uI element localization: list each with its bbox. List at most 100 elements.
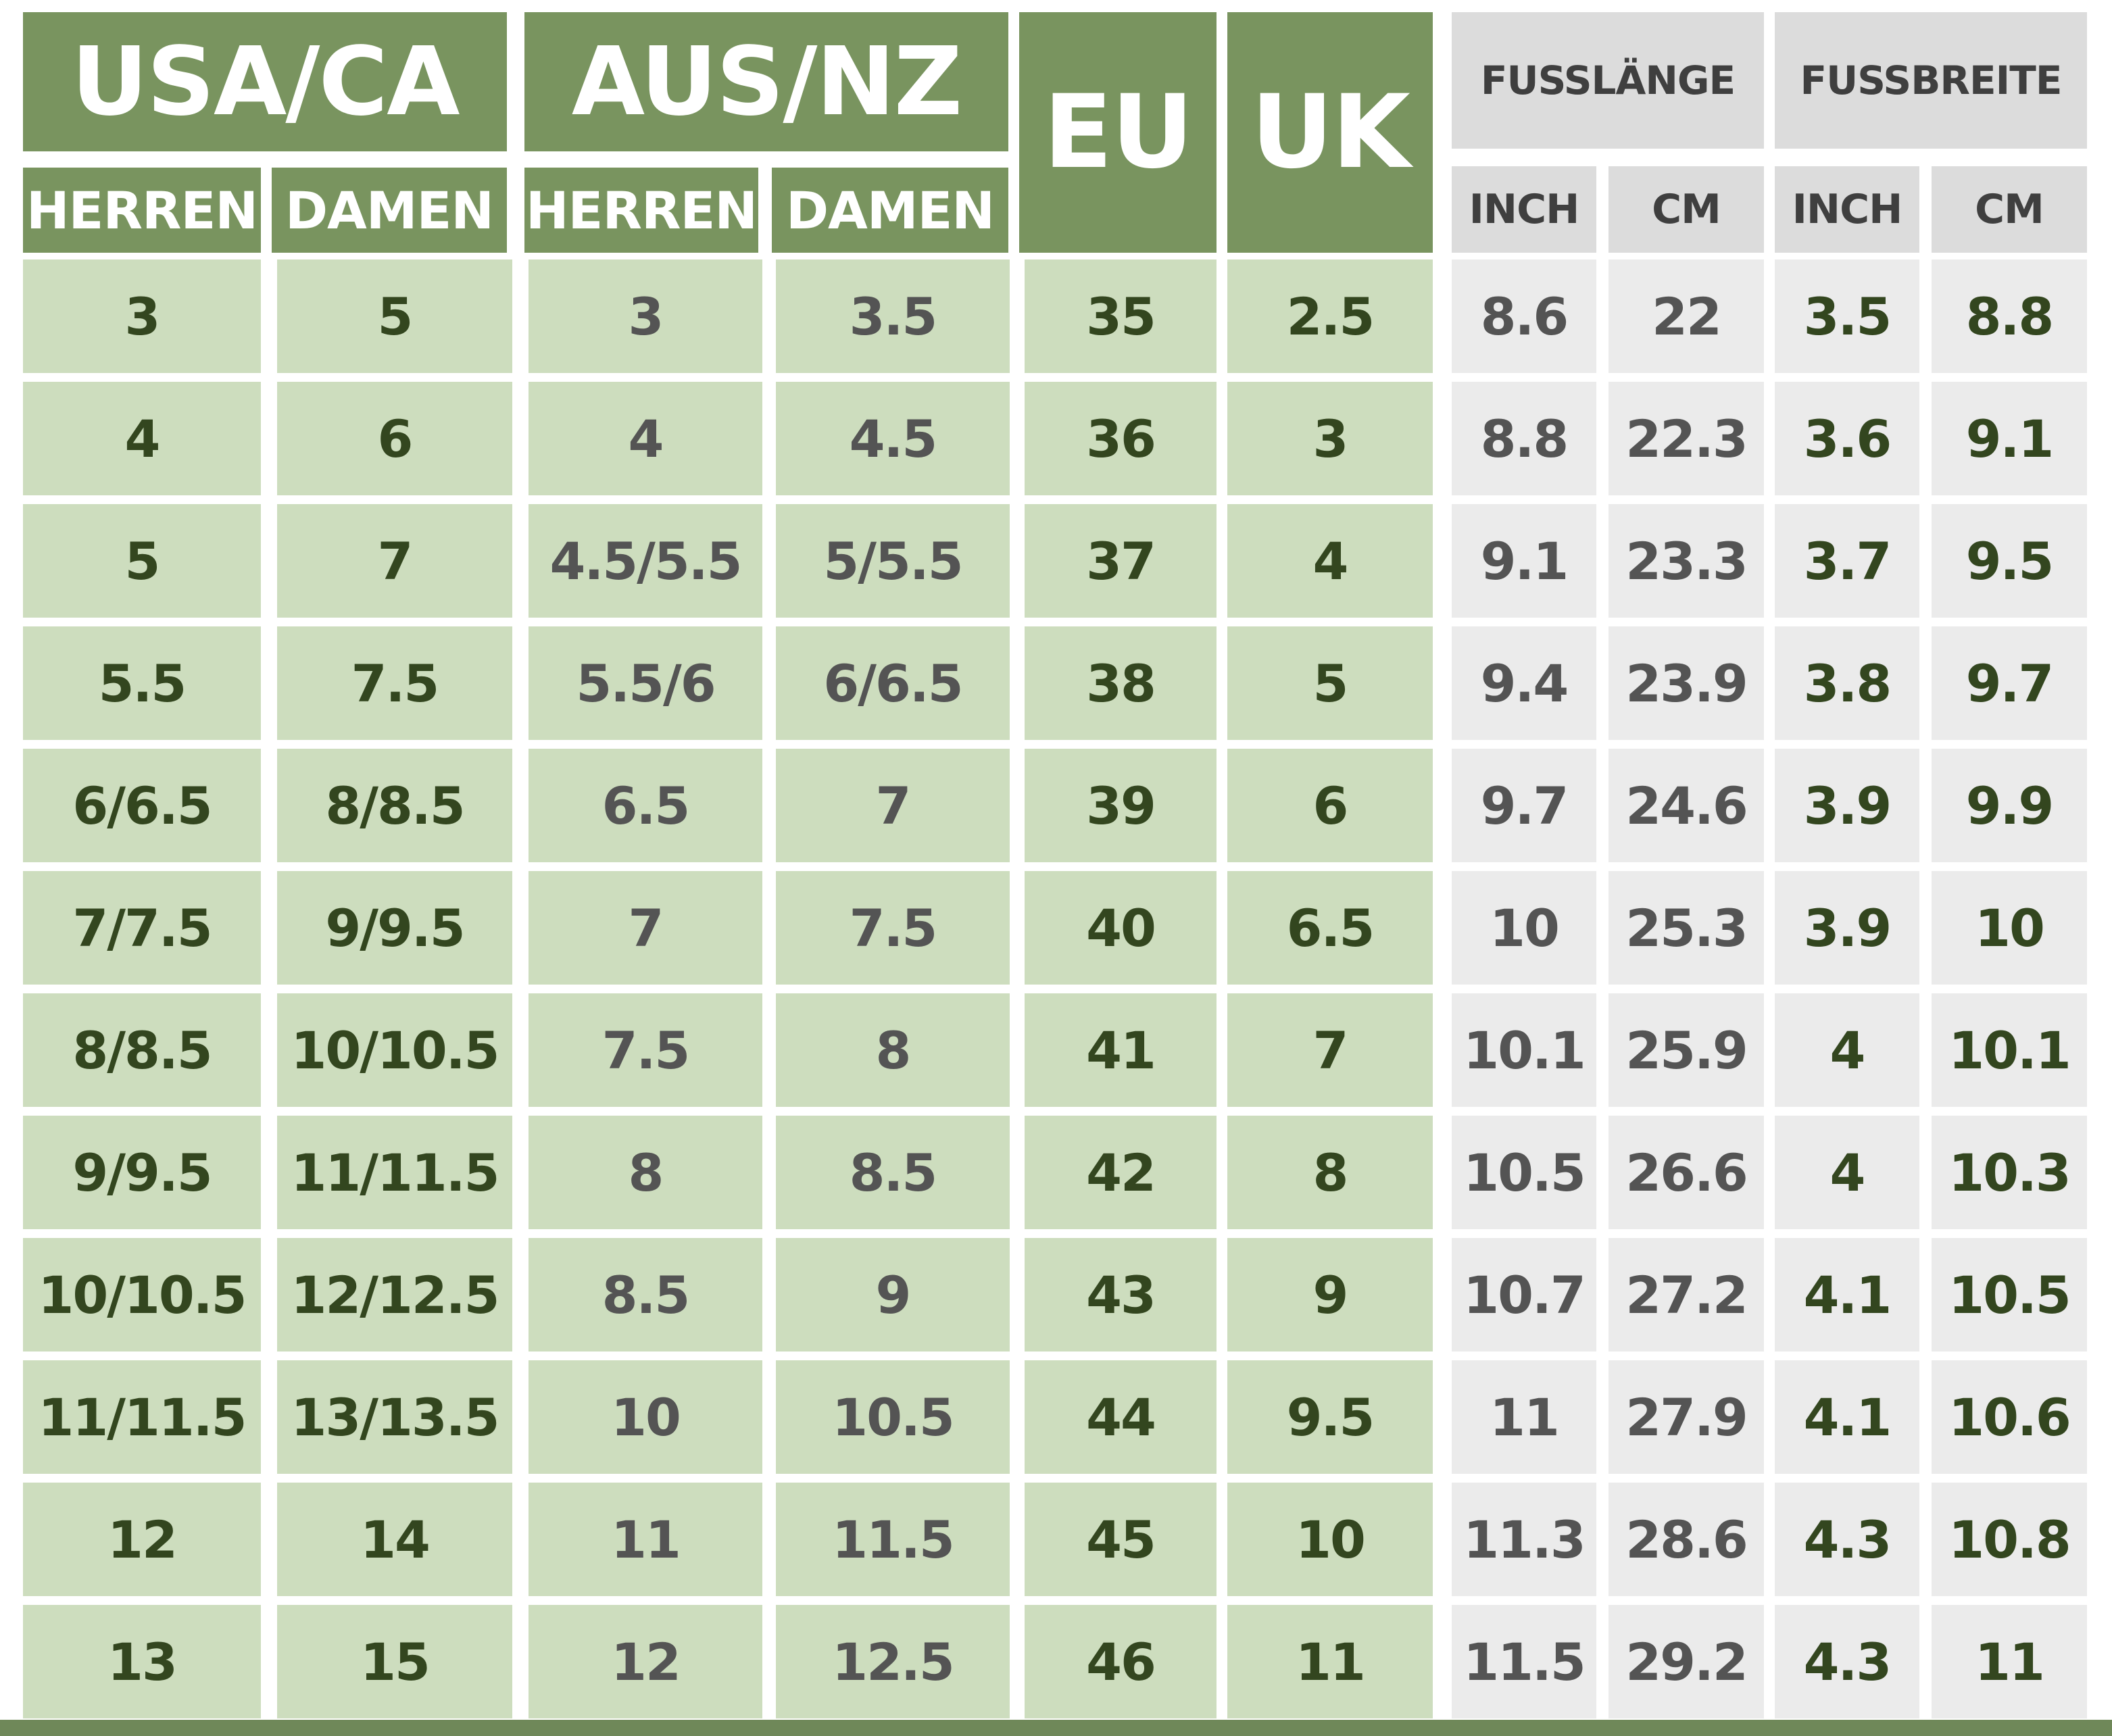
cell-laenge-cm: 27.9 xyxy=(1608,1360,1764,1474)
cell-breite-inch: 3.5 xyxy=(1775,259,1919,373)
cell-usa-herren: 10/10.5 xyxy=(23,1238,261,1351)
cell-breite-inch: 3.6 xyxy=(1775,382,1919,495)
cell-laenge-inch: 10.7 xyxy=(1452,1238,1596,1351)
cell-aus-herren: 8.5 xyxy=(529,1238,762,1351)
cell-usa-damen: 15 xyxy=(277,1605,512,1718)
cell-usa-damen: 10/10.5 xyxy=(277,993,512,1107)
cell-eu: 37 xyxy=(1025,504,1217,618)
cell-breite-cm: 9.9 xyxy=(1932,749,2087,862)
cell-eu: 46 xyxy=(1025,1605,1217,1718)
cell-laenge-inch: 9.7 xyxy=(1452,749,1596,862)
cell-uk: 5 xyxy=(1227,626,1433,740)
cell-usa-damen: 7 xyxy=(277,504,512,618)
cell-breite-cm: 10.6 xyxy=(1932,1360,2087,1474)
subheader-breite-inch: INCH xyxy=(1775,166,1919,253)
cell-eu: 35 xyxy=(1025,259,1217,373)
cell-usa-herren: 8/8.5 xyxy=(23,993,261,1107)
cell-breite-cm: 9.5 xyxy=(1932,504,2087,618)
cell-usa-herren: 5.5 xyxy=(23,626,261,740)
cell-laenge-cm: 22 xyxy=(1608,259,1764,373)
cell-aus-damen: 3.5 xyxy=(776,259,1010,373)
cell-uk: 4 xyxy=(1227,504,1433,618)
cell-laenge-cm: 25.3 xyxy=(1608,871,1764,985)
header-uk: UK xyxy=(1227,12,1433,253)
cell-aus-damen: 8.5 xyxy=(776,1116,1010,1229)
subheader-aus-herren: HERREN xyxy=(524,168,758,253)
cell-laenge-inch: 10.1 xyxy=(1452,993,1596,1107)
cell-uk: 8 xyxy=(1227,1116,1433,1229)
bottom-bar xyxy=(0,1720,2112,1736)
cell-eu: 36 xyxy=(1025,382,1217,495)
cell-aus-herren: 8 xyxy=(529,1116,762,1229)
cell-breite-inch: 3.9 xyxy=(1775,871,1919,985)
cell-laenge-cm: 22.3 xyxy=(1608,382,1764,495)
cell-usa-herren: 13 xyxy=(23,1605,261,1718)
header-eu: EU xyxy=(1019,12,1217,253)
cell-aus-damen: 9 xyxy=(776,1238,1010,1351)
cell-breite-inch: 4 xyxy=(1775,993,1919,1107)
cell-uk: 9 xyxy=(1227,1238,1433,1351)
cell-usa-damen: 7.5 xyxy=(277,626,512,740)
cell-aus-damen: 6/6.5 xyxy=(776,626,1010,740)
cell-laenge-inch: 8.8 xyxy=(1452,382,1596,495)
cell-laenge-cm: 23.3 xyxy=(1608,504,1764,618)
cell-laenge-cm: 25.9 xyxy=(1608,993,1764,1107)
subheader-aus-damen: DAMEN xyxy=(772,168,1008,253)
cell-usa-damen: 13/13.5 xyxy=(277,1360,512,1474)
cell-aus-damen: 4.5 xyxy=(776,382,1010,495)
cell-eu: 38 xyxy=(1025,626,1217,740)
cell-aus-damen: 7.5 xyxy=(776,871,1010,985)
cell-uk: 11 xyxy=(1227,1605,1433,1718)
cell-breite-inch: 3.8 xyxy=(1775,626,1919,740)
cell-eu: 41 xyxy=(1025,993,1217,1107)
cell-laenge-cm: 27.2 xyxy=(1608,1238,1764,1351)
cell-uk: 9.5 xyxy=(1227,1360,1433,1474)
cell-eu: 44 xyxy=(1025,1360,1217,1474)
cell-aus-herren: 7.5 xyxy=(529,993,762,1107)
cell-uk: 6 xyxy=(1227,749,1433,862)
cell-usa-damen: 8/8.5 xyxy=(277,749,512,862)
cell-laenge-cm: 23.9 xyxy=(1608,626,1764,740)
cell-aus-herren: 3 xyxy=(529,259,762,373)
subheader-laenge-cm: CM xyxy=(1608,166,1764,253)
cell-breite-inch: 3.7 xyxy=(1775,504,1919,618)
cell-usa-herren: 4 xyxy=(23,382,261,495)
subheader-usa-damen: DAMEN xyxy=(272,168,507,253)
cell-laenge-inch: 9.4 xyxy=(1452,626,1596,740)
cell-breite-inch: 4 xyxy=(1775,1116,1919,1229)
cell-laenge-cm: 29.2 xyxy=(1608,1605,1764,1718)
cell-uk: 6.5 xyxy=(1227,871,1433,985)
header-fussbreite: FUSSBREITE xyxy=(1775,12,2087,149)
cell-aus-herren: 7 xyxy=(529,871,762,985)
cell-usa-herren: 11/11.5 xyxy=(23,1360,261,1474)
cell-breite-cm: 10.5 xyxy=(1932,1238,2087,1351)
cell-breite-cm: 8.8 xyxy=(1932,259,2087,373)
cell-laenge-inch: 10.5 xyxy=(1452,1116,1596,1229)
cell-aus-damen: 5/5.5 xyxy=(776,504,1010,618)
cell-usa-damen: 12/12.5 xyxy=(277,1238,512,1351)
cell-aus-herren: 11 xyxy=(529,1483,762,1596)
subheader-breite-cm: CM xyxy=(1932,166,2087,253)
cell-usa-damen: 6 xyxy=(277,382,512,495)
cell-usa-damen: 14 xyxy=(277,1483,512,1596)
cell-aus-herren: 10 xyxy=(529,1360,762,1474)
cell-usa-damen: 5 xyxy=(277,259,512,373)
subheader-laenge-inch: INCH xyxy=(1452,166,1596,253)
cell-laenge-cm: 24.6 xyxy=(1608,749,1764,862)
cell-usa-herren: 12 xyxy=(23,1483,261,1596)
cell-usa-herren: 7/7.5 xyxy=(23,871,261,985)
subheader-usa-herren: HERREN xyxy=(23,168,261,253)
cell-breite-inch: 3.9 xyxy=(1775,749,1919,862)
cell-laenge-inch: 11.5 xyxy=(1452,1605,1596,1718)
cell-eu: 45 xyxy=(1025,1483,1217,1596)
cell-eu: 42 xyxy=(1025,1116,1217,1229)
cell-breite-cm: 10 xyxy=(1932,871,2087,985)
cell-usa-herren: 6/6.5 xyxy=(23,749,261,862)
cell-breite-inch: 4.1 xyxy=(1775,1360,1919,1474)
cell-usa-herren: 5 xyxy=(23,504,261,618)
header-usa-ca: USA/CA xyxy=(23,12,507,151)
cell-usa-damen: 11/11.5 xyxy=(277,1116,512,1229)
cell-aus-damen: 8 xyxy=(776,993,1010,1107)
cell-aus-damen: 7 xyxy=(776,749,1010,862)
header-fusslaenge: FUSSLÄNGE xyxy=(1452,12,1764,149)
